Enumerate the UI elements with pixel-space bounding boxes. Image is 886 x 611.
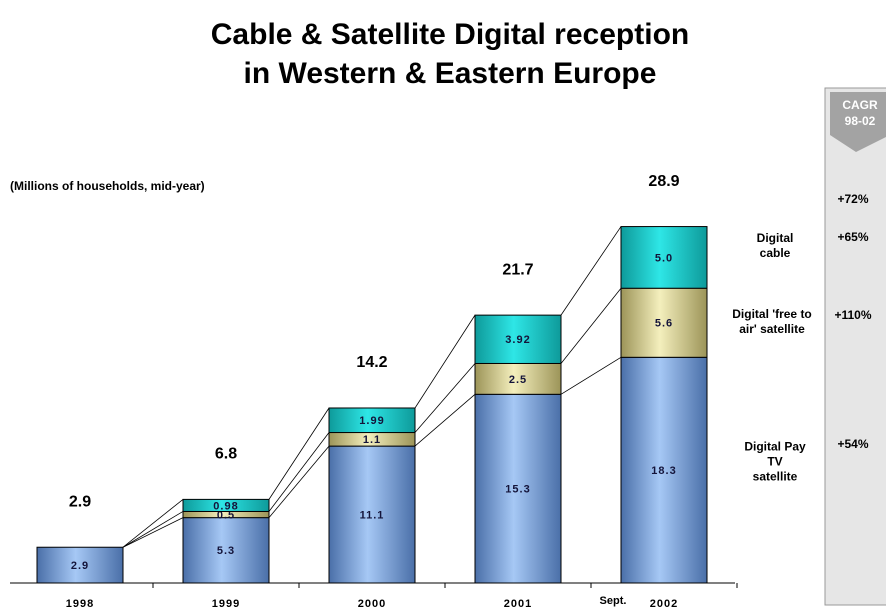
bar-segment bbox=[620, 356, 708, 584]
bar-segment bbox=[182, 517, 270, 584]
bar-segment bbox=[474, 314, 562, 364]
total-label: 2.9 bbox=[69, 493, 91, 510]
data-label: 11.1 bbox=[360, 509, 385, 521]
connector bbox=[414, 363, 476, 433]
connector bbox=[268, 407, 330, 500]
data-label: 2.9 bbox=[71, 560, 89, 572]
connector bbox=[414, 314, 476, 409]
connector bbox=[122, 517, 184, 548]
data-label: 1.1 bbox=[363, 434, 381, 446]
bar-segment bbox=[36, 546, 124, 584]
data-label: 0.98 bbox=[213, 500, 238, 512]
x-tick-label: 1998 bbox=[66, 598, 94, 610]
legend-label: Digital 'free to air' satellite bbox=[732, 307, 812, 336]
x-tick-label: 1999 bbox=[212, 598, 240, 610]
x-tick-label: 2002 bbox=[650, 598, 678, 610]
subtitle: (Millions of households, mid-year) bbox=[10, 179, 205, 193]
connector bbox=[560, 226, 622, 316]
chart-title: in Western & Eastern Europe bbox=[244, 57, 657, 90]
cagr-title: 98-02 bbox=[845, 114, 876, 128]
cagr-value: +65% bbox=[837, 230, 868, 244]
connector bbox=[268, 432, 330, 512]
cagr-value: +110% bbox=[834, 308, 871, 322]
cagr-panel bbox=[824, 87, 886, 606]
total-label: 6.8 bbox=[215, 445, 237, 462]
bar-segment bbox=[620, 287, 708, 358]
data-label: 1.99 bbox=[359, 415, 384, 427]
bar-segment bbox=[328, 445, 416, 584]
data-label: 5.3 bbox=[217, 545, 235, 557]
bar-segment bbox=[474, 393, 562, 584]
legend-label: Digital cable bbox=[756, 231, 794, 260]
data-label: 18.3 bbox=[651, 465, 676, 477]
total-label: 28.9 bbox=[648, 173, 679, 190]
cagr-header bbox=[830, 92, 886, 152]
legend-label: Digital Pay TV satellite bbox=[744, 439, 806, 484]
bar-segment bbox=[182, 498, 270, 512]
data-label: 5.6 bbox=[655, 318, 673, 330]
bar-segment bbox=[328, 407, 416, 434]
connector bbox=[414, 393, 476, 447]
connector bbox=[560, 287, 622, 364]
x-tick-label: 2001 bbox=[504, 598, 532, 610]
total-label: 14.2 bbox=[356, 354, 387, 371]
connector bbox=[560, 356, 622, 395]
data-label: 5.0 bbox=[655, 252, 673, 264]
data-label: 0.5 bbox=[217, 509, 235, 521]
category-note: Sept. bbox=[600, 595, 627, 607]
data-label: 2.5 bbox=[509, 374, 527, 386]
data-label: 15.3 bbox=[505, 484, 530, 496]
connector bbox=[268, 445, 330, 518]
total-label: 21.7 bbox=[502, 262, 533, 279]
cagr-value: +72% bbox=[837, 192, 868, 206]
connector bbox=[122, 511, 184, 548]
cagr-title: CAGR bbox=[842, 98, 878, 112]
bar-segment bbox=[620, 226, 708, 289]
x-tick-label: 2000 bbox=[358, 598, 386, 610]
chart-title: Cable & Satellite Digital reception bbox=[211, 18, 689, 51]
bar-segment bbox=[474, 362, 562, 395]
connector bbox=[122, 499, 184, 548]
data-label: 3.92 bbox=[505, 334, 530, 346]
cagr-value: +54% bbox=[837, 437, 868, 451]
